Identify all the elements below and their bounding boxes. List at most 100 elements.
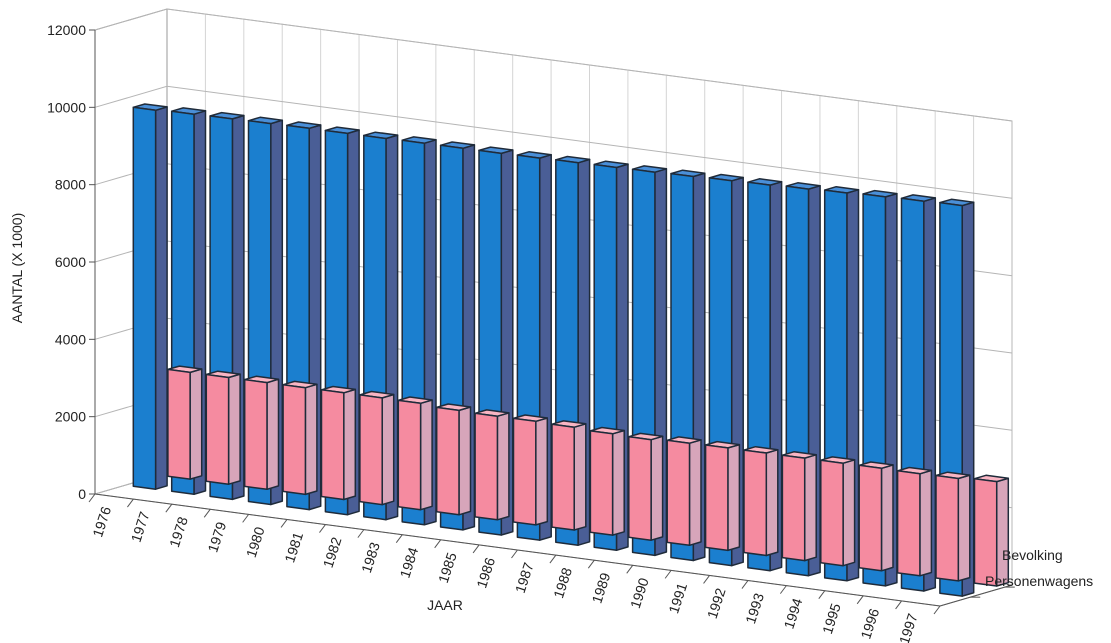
x-tick-label: 1991: [665, 581, 690, 616]
bar: [589, 426, 625, 536]
bar-front: [935, 474, 960, 582]
bar-front: [896, 470, 921, 577]
x-tick-label: 1979: [204, 520, 229, 555]
bar: [435, 403, 472, 516]
bar-front: [551, 423, 575, 531]
bar-front: [628, 435, 652, 541]
bar-front: [167, 368, 191, 480]
bar-side: [650, 435, 664, 541]
bar-side: [496, 412, 510, 521]
y-tick-label: 2000: [55, 409, 86, 425]
bar-front: [820, 459, 844, 567]
bar: [167, 365, 203, 480]
x-tick-label: 1989: [589, 570, 614, 605]
x-tick-label: 1990: [627, 576, 652, 611]
x-tick-label: 1995: [819, 601, 844, 636]
bar-side: [573, 423, 587, 531]
x-tick-mark: [88, 493, 96, 503]
grid-line-horizontal: [94, 8, 1013, 122]
bar-side: [154, 106, 168, 490]
bar-side: [304, 383, 318, 496]
bar-front: [973, 477, 998, 587]
x-tick-label: 1988: [550, 565, 575, 600]
x-tick-label: 1985: [435, 550, 460, 585]
bar-side: [266, 378, 280, 491]
y-tick-label: 8000: [55, 177, 86, 193]
depth-axis-line: [939, 584, 1013, 607]
x-tick-mark: [357, 529, 365, 538]
x-tick-label: 1978: [166, 514, 191, 549]
x-tick-mark: [779, 585, 787, 594]
bar-front: [132, 106, 157, 490]
bar-side: [343, 388, 357, 501]
bar-front: [397, 399, 422, 511]
x-tick-mark: [703, 575, 710, 584]
x-tick-mark: [280, 519, 288, 528]
bar: [243, 375, 280, 491]
bar-side: [458, 406, 472, 516]
x-tick-mark: [664, 570, 672, 579]
bar: [512, 414, 549, 526]
x-tick-mark: [127, 498, 134, 508]
x-tick-label: 1976: [89, 504, 114, 539]
x-tick-mark: [434, 539, 442, 549]
bar-front: [320, 389, 345, 501]
bars: [132, 103, 1010, 597]
bar-front: [243, 378, 268, 491]
bar-front: [781, 454, 806, 562]
bar-side: [688, 439, 702, 547]
x-tick-label: 1992: [704, 586, 729, 621]
bar-front: [589, 430, 614, 536]
x-tick-mark: [895, 600, 902, 610]
bar-side: [957, 474, 971, 582]
x-tick-mark: [472, 544, 480, 554]
series-label: Bevolking: [1002, 547, 1063, 563]
bar-side: [880, 464, 894, 572]
bar-side: [189, 368, 203, 480]
bar: [704, 440, 741, 552]
x-tick-mark: [818, 590, 826, 600]
bar-side: [842, 459, 856, 567]
bar: [896, 466, 933, 577]
bar-side: [765, 448, 779, 557]
bar: [205, 370, 241, 485]
bar-front: [282, 383, 307, 496]
bar: [820, 456, 856, 567]
x-tick-label: 1983: [358, 540, 383, 575]
x-tick-label: 1996: [857, 606, 882, 641]
bar: [858, 461, 894, 572]
bar-side: [727, 443, 741, 552]
y-tick-label: 0: [78, 486, 86, 502]
x-tick-mark: [242, 514, 250, 523]
x-tick-label: 1986: [473, 555, 498, 590]
x-tick-mark: [165, 503, 173, 513]
bar-side: [611, 429, 625, 536]
y-tick-label: 12000: [47, 22, 86, 38]
x-tick-label: 1982: [320, 535, 345, 570]
bar-front: [512, 417, 537, 526]
bar: [781, 451, 817, 562]
x-tick-mark: [511, 549, 518, 559]
x-tick-mark: [741, 580, 749, 589]
series-label: Personenwagens: [985, 573, 1093, 589]
y-tick-label: 4000: [55, 331, 86, 347]
bar-front: [435, 406, 460, 516]
y-axis-title: AANTAL (X 1000): [9, 213, 25, 324]
y-tick-label: 6000: [55, 254, 86, 270]
x-tick-label: 1984: [396, 545, 421, 580]
x-tick-label: 1993: [742, 591, 767, 626]
bar: [132, 103, 168, 490]
x-tick-mark: [549, 554, 557, 564]
bar-front: [666, 439, 691, 547]
bar: [666, 436, 702, 547]
bar: [628, 432, 664, 541]
x-tick-label: 1987: [512, 560, 537, 595]
series-personenwagens: [167, 365, 1010, 587]
bar: [973, 474, 1010, 587]
grid-line-horizontal: [94, 85, 1013, 199]
bar-front: [858, 464, 883, 572]
x-tick-label: 1981: [281, 530, 306, 565]
x-tick-label: 1997: [896, 611, 921, 643]
